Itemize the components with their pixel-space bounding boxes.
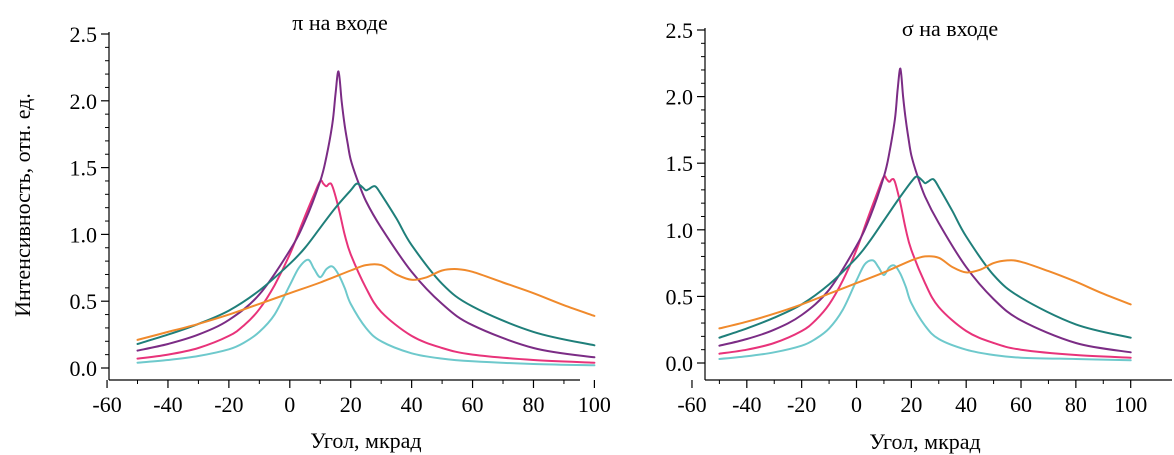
x-tick-label: 0 <box>851 392 862 417</box>
x-tick-label: -60 <box>677 392 706 417</box>
series-line-3 <box>718 67 1132 354</box>
x-tick-label: -20 <box>214 392 243 417</box>
series-line-2 <box>718 175 1132 359</box>
x-tick-label: 80 <box>1065 392 1087 417</box>
chart-title: σ на входе <box>902 16 998 41</box>
x-tick-label: 60 <box>1010 392 1032 417</box>
y-tick-label: 2.0 <box>70 89 98 114</box>
series-line-4 <box>718 175 1132 339</box>
x-tick-label: 0 <box>284 392 295 417</box>
x-tick-label: 40 <box>955 392 977 417</box>
x-tick-label: -60 <box>92 392 121 417</box>
y-tick-label: 0.0 <box>70 356 98 381</box>
y-axis-label: Интенсивность, отн. ед. <box>10 93 35 317</box>
x-axis-label: Угол, мкрад <box>310 428 421 453</box>
series-line-5 <box>718 255 1132 330</box>
x-tick-label: 20 <box>340 392 362 417</box>
series-line-2 <box>136 179 596 364</box>
x-tick-label: 80 <box>522 392 544 417</box>
x-tick-label: -40 <box>153 392 182 417</box>
y-tick-label: 2.0 <box>666 85 694 110</box>
series-line-4 <box>136 182 596 347</box>
x-tick-label: -40 <box>732 392 761 417</box>
chart-title: π на входе <box>292 10 388 35</box>
x-tick-label: 20 <box>900 392 922 417</box>
x-tick-label: -20 <box>787 392 816 417</box>
y-tick-label: 2.5 <box>666 18 694 43</box>
y-tick-label: 2.5 <box>70 22 98 47</box>
y-tick-label: 1.5 <box>70 156 98 181</box>
chart-panel-sigma: 0.0 0.5 1.0 1.5 2.0 2.5 -60 -40 -20 0 20 40 60 80 100 σ… <box>666 16 1172 454</box>
y-tick-label: 1.0 <box>70 222 98 247</box>
y-tick-label: 1.5 <box>666 151 694 176</box>
series-line-1 <box>136 258 596 367</box>
y-tick-label: 0.0 <box>666 351 694 376</box>
x-tick-label: 60 <box>462 392 484 417</box>
x-tick-label: 100 <box>578 392 611 417</box>
y-tick-label: 0.5 <box>666 284 694 309</box>
series-line-1 <box>718 259 1132 362</box>
x-axis-label: Угол, мкрад <box>869 429 980 454</box>
y-tick-label: 1.0 <box>666 218 694 243</box>
chart-panel-pi: 0.0 0.5 1.0 1.5 2.0 2.5 -60 -40 -20 0 20 40 60 80 100 π… <box>70 10 611 453</box>
y-tick-label: 0.5 <box>70 289 98 314</box>
series-line-5 <box>136 263 596 341</box>
series-line-3 <box>136 70 596 359</box>
x-tick-label: 40 <box>401 392 423 417</box>
x-tick-label: 100 <box>1114 392 1147 417</box>
